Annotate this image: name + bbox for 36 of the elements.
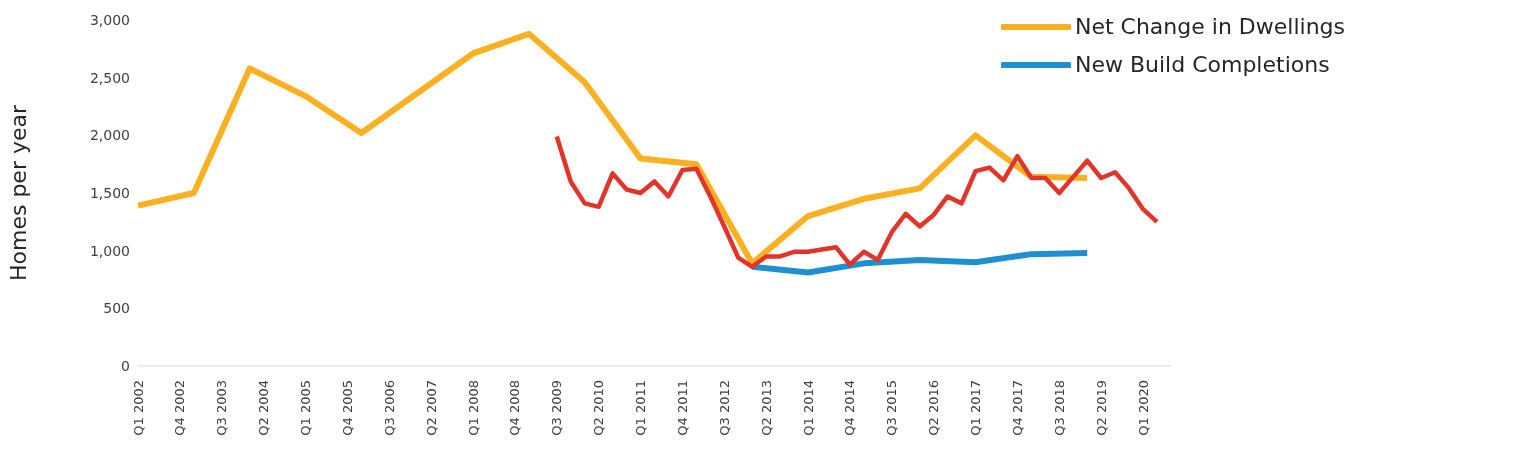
x-tick-label: Q3 2018 <box>1051 380 1067 436</box>
x-tick-label: Q4 2008 <box>507 380 523 436</box>
y-tick-label: 2,000 <box>89 127 130 144</box>
y-tick-label: 3,000 <box>89 11 130 28</box>
legend-label: New Build Completions <box>1074 51 1330 79</box>
x-tick-label: Q2 2013 <box>758 380 774 436</box>
y-tick-label: 2,500 <box>89 69 130 86</box>
x-tick-label: Q4 2002 <box>172 380 188 436</box>
y-tick-label: 1,000 <box>89 242 130 259</box>
x-tick-label: Q3 2006 <box>381 380 397 436</box>
line-series <box>554 134 1160 270</box>
x-tick-label: Q4 2017 <box>1009 380 1025 436</box>
y-axis-title: Homes per year <box>5 104 31 282</box>
y-tick-label: 0 <box>121 357 130 374</box>
x-tick-label: Q3 2015 <box>884 380 900 436</box>
x-tick-label: Q1 2005 <box>298 380 313 436</box>
x-tick-label: Q1 2020 <box>1135 380 1151 436</box>
x-tick-label: Q4 2014 <box>842 380 858 436</box>
legend-label: Net Change in Dwellings <box>1074 13 1345 41</box>
x-tick-label: Q2 2016 <box>926 380 942 436</box>
x-tick-label: Q2 2004 <box>256 380 272 436</box>
x-tick-label: Q2 2019 <box>1093 380 1109 436</box>
x-tick-label: Q3 2009 <box>549 380 565 436</box>
x-tick-label: Q1 2017 <box>968 380 984 436</box>
x-tick-label: Q1 2008 <box>465 380 481 436</box>
x-tick-label: Q1 2011 <box>633 380 649 436</box>
y-tick-label: 500 <box>103 300 130 317</box>
x-tick-label: Q4 2005 <box>339 380 355 436</box>
x-tick-label: Q4 2011 <box>674 380 690 436</box>
x-tick-label: Q2 2010 <box>591 380 607 436</box>
x-tick-label: Q1 2002 <box>130 380 146 436</box>
x-tick-label: Q2 2007 <box>423 380 439 436</box>
x-tick-label: Q3 2012 <box>716 380 732 436</box>
x-tick-label: Q3 2003 <box>214 380 230 436</box>
x-tick-label: Q1 2014 <box>800 380 816 436</box>
y-tick-label: 1,500 <box>89 184 130 201</box>
